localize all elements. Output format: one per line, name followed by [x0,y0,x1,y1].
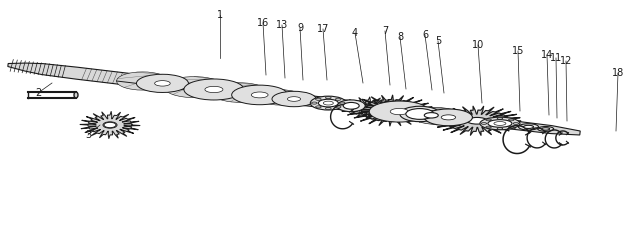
Ellipse shape [488,120,512,127]
Ellipse shape [335,106,341,108]
Ellipse shape [480,117,520,130]
Ellipse shape [541,128,550,130]
Ellipse shape [212,83,268,102]
Ellipse shape [103,122,117,128]
Text: 5: 5 [435,36,441,46]
Ellipse shape [323,101,333,105]
Text: 2: 2 [35,88,41,98]
Ellipse shape [413,108,461,124]
Ellipse shape [486,126,492,128]
Ellipse shape [406,109,434,119]
Ellipse shape [497,128,503,129]
Ellipse shape [74,92,78,98]
Ellipse shape [312,102,317,104]
Ellipse shape [424,109,472,126]
Ellipse shape [326,97,331,99]
Ellipse shape [155,81,170,86]
Ellipse shape [513,123,519,124]
Ellipse shape [382,107,400,114]
Polygon shape [80,112,140,138]
Text: 16: 16 [257,18,269,28]
Text: 3: 3 [85,130,91,140]
Text: 4: 4 [352,28,358,38]
Ellipse shape [497,118,503,119]
Text: 9: 9 [297,23,303,33]
Text: 15: 15 [512,46,524,56]
Ellipse shape [390,108,408,115]
Text: 13: 13 [276,20,288,30]
Ellipse shape [369,101,429,122]
Ellipse shape [343,103,359,109]
Ellipse shape [104,122,116,128]
Ellipse shape [486,119,492,121]
Text: 10: 10 [472,40,484,50]
Ellipse shape [310,96,346,110]
Ellipse shape [359,100,419,121]
Ellipse shape [467,117,487,124]
Polygon shape [349,95,433,126]
Text: 14: 14 [541,50,553,60]
Ellipse shape [287,97,301,101]
Polygon shape [340,97,396,119]
Ellipse shape [518,124,538,130]
Ellipse shape [136,74,188,93]
Ellipse shape [419,111,444,120]
Text: 7: 7 [382,26,388,36]
Ellipse shape [272,91,316,107]
Text: 6: 6 [422,30,428,40]
Text: 8: 8 [397,32,403,42]
Ellipse shape [524,125,534,128]
Ellipse shape [441,115,456,120]
Polygon shape [433,106,521,135]
Ellipse shape [205,86,223,93]
Ellipse shape [335,98,341,100]
Ellipse shape [538,127,554,131]
Text: 12: 12 [560,56,572,66]
Text: 17: 17 [317,24,329,34]
Ellipse shape [400,106,440,122]
Ellipse shape [424,113,438,118]
Ellipse shape [316,106,321,108]
Ellipse shape [340,102,345,104]
Ellipse shape [337,100,365,112]
Ellipse shape [508,126,514,128]
Text: 1: 1 [217,10,223,20]
Ellipse shape [258,90,302,105]
Ellipse shape [116,72,168,90]
Ellipse shape [232,85,288,105]
Ellipse shape [252,92,268,98]
Ellipse shape [326,107,331,110]
Ellipse shape [494,122,506,125]
Text: 11: 11 [550,53,562,63]
Polygon shape [8,63,580,135]
Ellipse shape [508,119,514,121]
Ellipse shape [318,99,339,107]
Ellipse shape [316,98,321,100]
Ellipse shape [164,77,224,98]
Ellipse shape [184,79,244,100]
Ellipse shape [394,106,434,121]
Ellipse shape [362,106,374,110]
Ellipse shape [481,123,487,124]
Text: 18: 18 [612,68,624,78]
